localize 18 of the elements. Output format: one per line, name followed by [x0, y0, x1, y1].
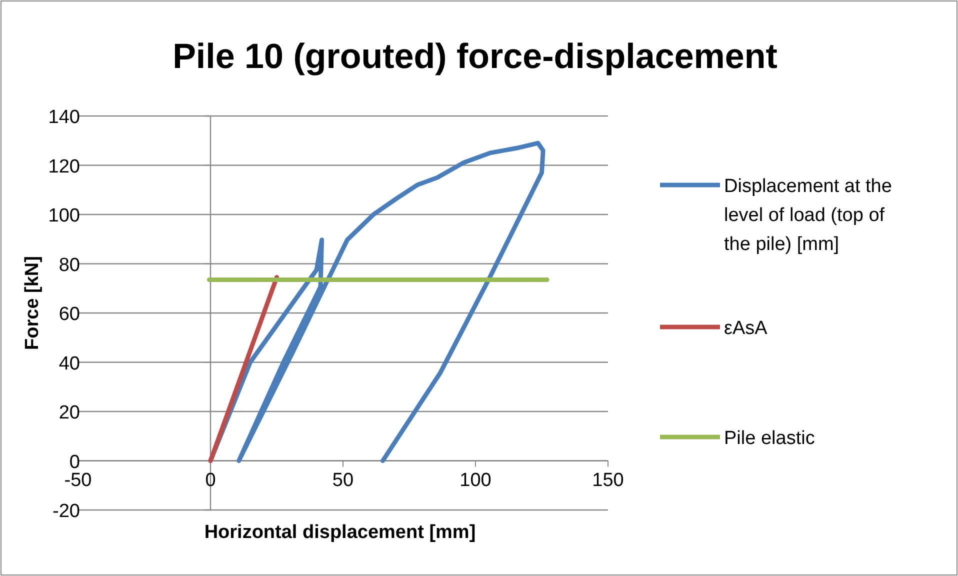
y-tick-label: 20	[58, 402, 80, 424]
y-tick-label: -20	[52, 501, 80, 522]
y-tick-label: 120	[48, 156, 80, 178]
legend-label: Displacement at the level of load (top of the pile) [mm]	[724, 176, 892, 255]
y-axis-title: Force [kN]	[22, 256, 43, 350]
x-tick-label: 50	[332, 470, 354, 491]
y-tick-label: 40	[58, 353, 80, 374]
y-tick-label: 140	[48, 107, 80, 128]
x-tick-label: 100	[460, 470, 492, 491]
legend-label: εAsA	[724, 318, 768, 339]
x-tick-label: 0	[205, 470, 216, 491]
y-tick-label: 80	[58, 254, 80, 276]
y-tick-label: 60	[58, 304, 80, 325]
y-tick-label: 100	[48, 206, 80, 226]
x-tick-label: 150	[592, 470, 624, 491]
x-axis-title: Horizontal displacement [mm]	[204, 522, 476, 543]
chart-title: Pile 10 (grouted) force-displacement	[172, 37, 778, 76]
legend-label: Pile elastic	[724, 428, 815, 449]
